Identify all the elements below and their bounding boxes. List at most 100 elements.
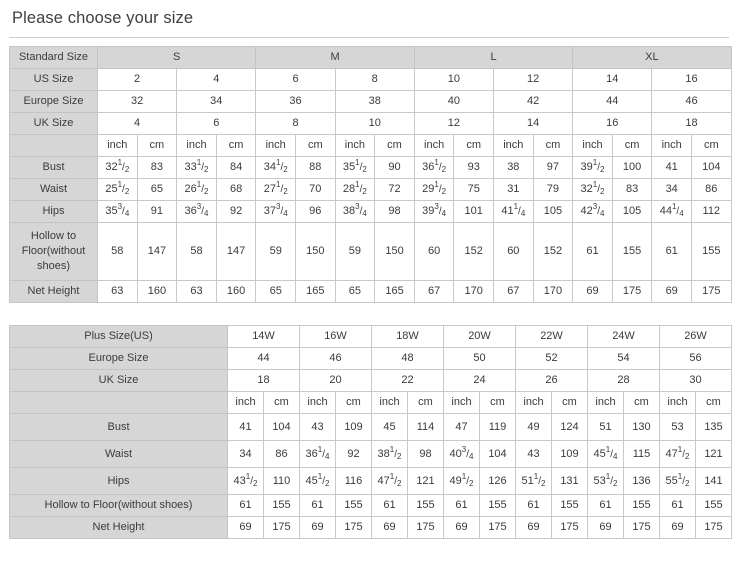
hollow-to-floor-cm: 155 [695,494,732,517]
bust-inch: 341/2 [255,156,296,179]
bust-cm: 104 [690,156,732,179]
uk-size-cell: 10 [334,112,415,135]
hollow-to-floor-inch: 59 [334,222,376,281]
size-group-l: L [413,46,574,69]
hips-inch: 551/2 [659,467,696,495]
bust-inch: 45 [371,413,408,441]
net-height-inch: 65 [334,280,376,303]
waist-inch: 271/2 [255,178,296,201]
bust-inch: 361/2 [413,156,455,179]
uk-size-cell: 6 [176,112,257,135]
waist-cm: 75 [453,178,495,201]
bust-inch: 49 [515,413,552,441]
unit-header-cm: cm [335,391,372,414]
unit-header-cm: cm [532,134,574,157]
net-height-inch: 69 [572,280,613,303]
plus-size-cell: 14W [227,325,300,348]
hips-cm: 121 [407,467,444,495]
net-height-inch: 67 [493,280,534,303]
hips-inch: 411/4 [493,200,534,223]
hips-inch: 363/4 [176,200,217,223]
unit-header-inch: inch [413,134,455,157]
us-size-cell: 2 [96,68,178,91]
waist-inch: 321/2 [572,178,613,201]
waist-cm: 86 [263,440,300,468]
bust-inch: 41 [651,156,692,179]
net-height-cm: 160 [215,280,257,303]
uk-size-cell: 22 [371,369,444,392]
hollow-to-floor-inch: 59 [255,222,296,281]
bust-inch: 351/2 [334,156,376,179]
bust-inch: 47 [443,413,480,441]
bust-cm: 90 [374,156,415,179]
hollow-to-floor-cm: 155 [611,222,653,281]
unit-header-inch: inch [334,134,376,157]
hips-cm: 116 [335,467,372,495]
table-row-hollow-to-floor: Hollow to Floor(without shoes) 58 147 58 147 59… [9,222,732,281]
hips-cm: 110 [263,467,300,495]
table-row-hollow-to-floor: Hollow to Floor(without shoes) 61 155 61 155… [9,494,732,517]
bust-cm: 124 [551,413,588,441]
uk-size-cell: 18 [651,112,732,135]
europe-size-cell: 50 [443,347,516,370]
row-label-uk-size: UK Size [9,112,98,135]
net-height-inch: 69 [227,516,264,539]
size-group-m: M [255,46,415,69]
table-row-uk-size: UK Size 18 20 22 24 26 28 30 [9,369,732,392]
size-group-s: S [96,46,257,69]
unit-header-cm: cm [215,134,257,157]
uk-size-cell: 8 [255,112,336,135]
us-size-cell: 16 [651,68,732,91]
hollow-to-floor-inch: 61 [299,494,336,517]
row-label-hollow-to-floor: Hollow to Floor(without shoes) [9,494,228,517]
bust-cm: 130 [623,413,660,441]
table-row-hips: Hips 353/4 91 363/4 92 373/4 96 383/4 98 393/4 101… [9,200,732,223]
uk-size-cell: 4 [96,112,178,135]
row-label-us-size: US Size [9,68,98,91]
unit-header-cm: cm [453,134,495,157]
net-height-cm: 175 [690,280,732,303]
row-label-net-height: Net Height [9,280,98,303]
net-height-inch: 69 [443,516,480,539]
hips-inch: 441/4 [651,200,692,223]
net-height-cm: 175 [263,516,300,539]
hollow-to-floor-inch: 60 [493,222,534,281]
net-height-inch: 63 [97,280,138,303]
net-height-inch: 67 [413,280,455,303]
net-height-cm: 165 [295,280,336,303]
unit-header-cm: cm [690,134,732,157]
table-row-hips: Hips 431/2 110 451/2 116 471/2 121 491/2 126 511/… [9,467,732,495]
unit-header-cm: cm [623,391,660,414]
row-label-waist: Waist [9,440,228,468]
table-row-waist: Waist 34 86 361/4 92 381/2 98 403/4 104 43 109 451/… [9,440,732,468]
europe-size-cell: 44 [227,347,300,370]
europe-size-cell: 36 [255,90,336,113]
uk-size-cell: 30 [659,369,732,392]
us-size-cell: 14 [572,68,653,91]
row-label-waist: Waist [9,178,98,201]
waist-cm: 121 [695,440,732,468]
hollow-to-floor-cm: 155 [479,494,516,517]
unit-header-cm: cm [551,391,588,414]
title-divider [9,37,729,38]
net-height-inch: 65 [255,280,296,303]
hips-cm: 98 [374,200,415,223]
europe-size-cell: 48 [371,347,444,370]
hips-cm: 126 [479,467,516,495]
uk-size-cell: 20 [299,369,372,392]
plus-size-cell: 26W [659,325,732,348]
us-size-cell: 8 [334,68,415,91]
table-row-bust: Bust 321/2 83 331/2 84 341/2 88 351/2 90 361/2 93 3… [9,156,732,179]
row-label-bust: Bust [9,156,98,179]
table-row-uk-size: UK Size 4 6 8 10 12 14 16 18 [9,112,732,135]
waist-inch: 361/4 [299,440,336,468]
waist-inch: 31 [493,178,534,201]
europe-size-cell: 52 [515,347,588,370]
row-label-europe-size: Europe Size [9,90,98,113]
hollow-to-floor-inch: 61 [227,494,264,517]
waist-inch: 291/2 [413,178,455,201]
uk-size-cell: 16 [572,112,653,135]
table-spacer [8,303,730,325]
uk-size-cell: 18 [227,369,300,392]
table-row-waist: Waist 251/2 65 261/2 68 271/2 70 281/2 72 291/2 75… [9,178,732,201]
